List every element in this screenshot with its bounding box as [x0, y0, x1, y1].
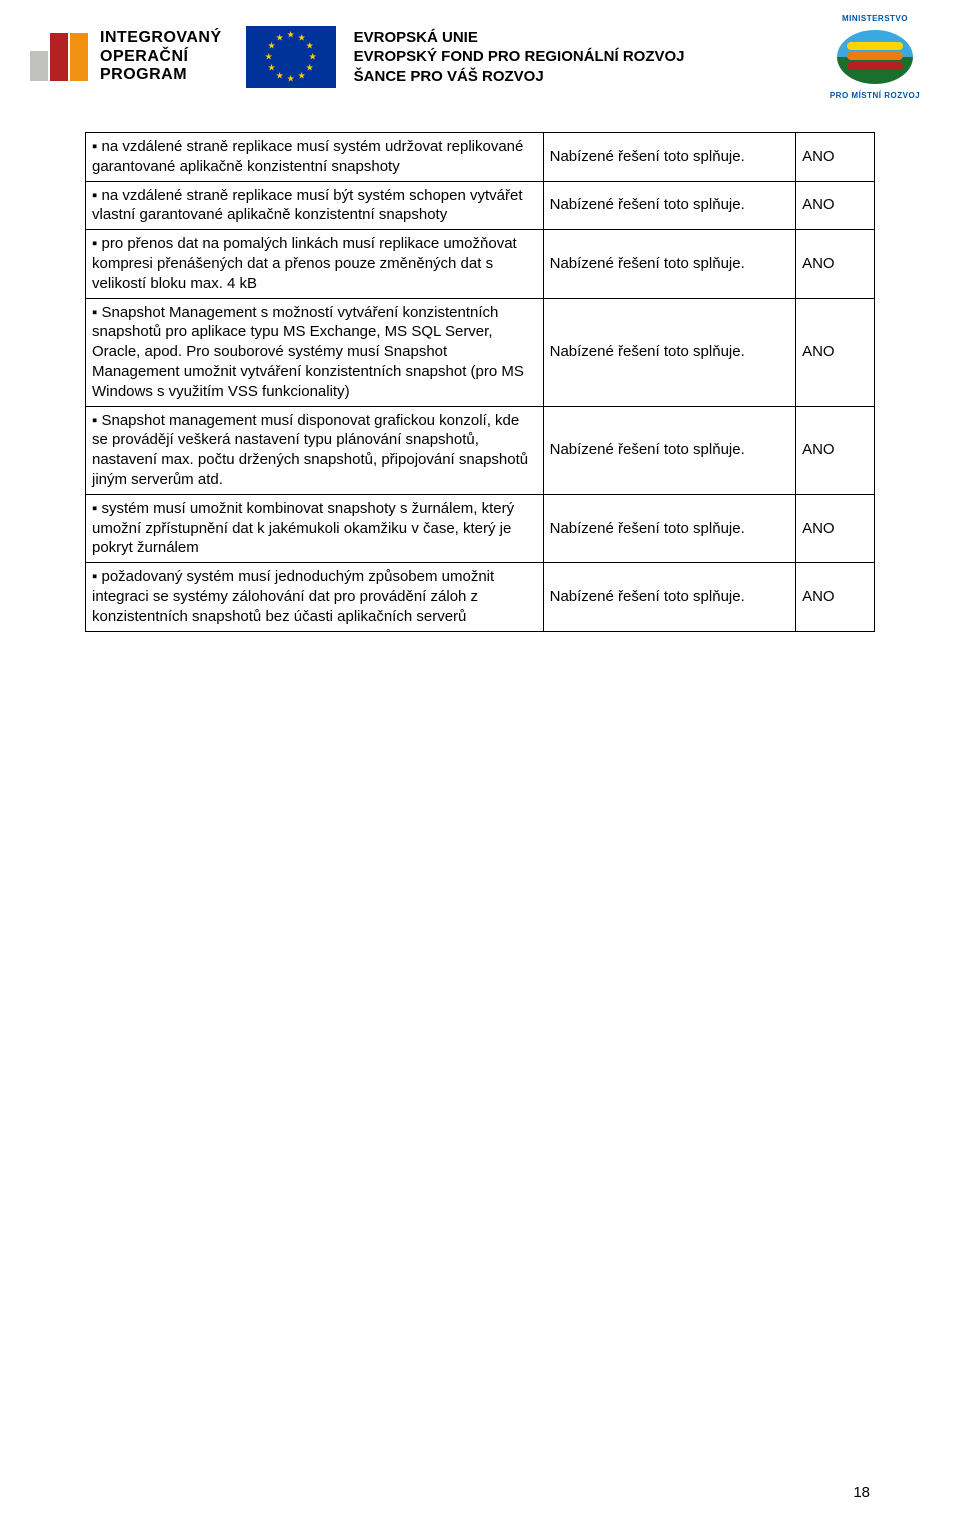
- eu-flag-icon: ★★★★★★★★★★★★: [246, 26, 336, 88]
- eu-line2: EVROPSKÝ FOND PRO REGIONÁLNÍ ROZVOJ: [354, 47, 685, 67]
- header-logos: INTEGROVANÝ OPERAČNÍ PROGRAM ★★★★★★★★★★★…: [0, 0, 960, 108]
- requirement-cell: ▪ Snapshot Management s možností vytváře…: [86, 298, 544, 406]
- mmr-stripe: [847, 52, 903, 60]
- mmr-stripe: [847, 42, 903, 50]
- requirement-cell: ▪ na vzdálené straně replikace musí být …: [86, 181, 544, 230]
- compliance-cell: ANO: [796, 298, 875, 406]
- status-cell: Nabízené řešení toto splňuje.: [543, 563, 795, 631]
- eu-line1: EVROPSKÁ UNIE: [354, 28, 685, 48]
- table-row: ▪ Snapshot management musí disponovat gr…: [86, 406, 875, 494]
- compliance-cell: ANO: [796, 181, 875, 230]
- table-row: ▪ požadovaný systém musí jednoduchým způ…: [86, 563, 875, 631]
- iop-line3: PROGRAM: [100, 66, 222, 84]
- iop-line1: INTEGROVANÝ: [100, 29, 222, 47]
- mmr-stripes: [837, 30, 913, 84]
- eu-star-icon: ★: [268, 63, 276, 74]
- compliance-cell: ANO: [796, 494, 875, 562]
- compliance-cell: ANO: [796, 406, 875, 494]
- iop-line2: OPERAČNÍ: [100, 48, 222, 66]
- iop-title: INTEGROVANÝ OPERAČNÍ PROGRAM: [100, 29, 222, 84]
- status-cell: Nabízené řešení toto splňuje.: [543, 298, 795, 406]
- eu-star-icon: ★: [287, 30, 295, 41]
- status-cell: Nabízené řešení toto splňuje.: [543, 133, 795, 182]
- content-area: ▪ na vzdálené straně replikace musí syst…: [0, 132, 960, 632]
- iop-bar-1: [30, 51, 48, 81]
- iop-logo-block: INTEGROVANÝ OPERAČNÍ PROGRAM: [30, 29, 222, 84]
- mmr-arc-bottom: PRO MÍSTNÍ ROZVOJ: [820, 91, 930, 100]
- requirements-table: ▪ na vzdálené straně replikace musí syst…: [85, 132, 875, 632]
- status-cell: Nabízené řešení toto splňuje.: [543, 494, 795, 562]
- iop-bar-2: [50, 33, 68, 81]
- compliance-cell: ANO: [796, 230, 875, 298]
- iop-bars-icon: [30, 33, 88, 81]
- table-row: ▪ na vzdálené straně replikace musí syst…: [86, 133, 875, 182]
- eu-star-icon: ★: [298, 71, 306, 82]
- requirement-cell: ▪ systém musí umožnit kombinovat snapsho…: [86, 494, 544, 562]
- status-cell: Nabízené řešení toto splňuje.: [543, 181, 795, 230]
- page-number: 18: [853, 1484, 870, 1501]
- eu-star-icon: ★: [309, 52, 317, 63]
- eu-star-icon: ★: [306, 41, 314, 52]
- requirement-cell: ▪ požadovaný systém musí jednoduchým způ…: [86, 563, 544, 631]
- compliance-cell: ANO: [796, 133, 875, 182]
- eu-star-icon: ★: [265, 52, 273, 63]
- table-row: ▪ na vzdálené straně replikace musí být …: [86, 181, 875, 230]
- mmr-logo-icon: MINISTERSTVO PRO MÍSTNÍ ROZVOJ: [820, 18, 930, 96]
- requirements-tbody: ▪ na vzdálené straně replikace musí syst…: [86, 133, 875, 632]
- eu-stars: ★★★★★★★★★★★★: [265, 31, 317, 83]
- eu-star-icon: ★: [287, 74, 295, 85]
- status-cell: Nabízené řešení toto splňuje.: [543, 406, 795, 494]
- eu-star-icon: ★: [268, 41, 276, 52]
- requirement-cell: ▪ Snapshot management musí disponovat gr…: [86, 406, 544, 494]
- eu-star-icon: ★: [298, 32, 306, 43]
- table-row: ▪ systém musí umožnit kombinovat snapsho…: [86, 494, 875, 562]
- iop-bar-3: [70, 33, 88, 81]
- requirement-cell: ▪ na vzdálené straně replikace musí syst…: [86, 133, 544, 182]
- status-cell: Nabízené řešení toto splňuje.: [543, 230, 795, 298]
- eu-title: EVROPSKÁ UNIE EVROPSKÝ FOND PRO REGIONÁL…: [354, 28, 685, 87]
- eu-line3: ŠANCE PRO VÁŠ ROZVOJ: [354, 67, 685, 87]
- table-row: ▪ Snapshot Management s možností vytváře…: [86, 298, 875, 406]
- eu-star-icon: ★: [276, 32, 284, 43]
- eu-star-icon: ★: [306, 63, 314, 74]
- eu-star-icon: ★: [276, 71, 284, 82]
- table-row: ▪ pro přenos dat na pomalých linkách mus…: [86, 230, 875, 298]
- mmr-inner: [837, 30, 913, 84]
- mmr-stripe: [847, 62, 903, 70]
- eu-logo-block: ★★★★★★★★★★★★ EVROPSKÁ UNIE EVROPSKÝ FOND…: [246, 26, 685, 88]
- compliance-cell: ANO: [796, 563, 875, 631]
- mmr-arc-top: MINISTERSTVO: [820, 14, 930, 23]
- requirement-cell: ▪ pro přenos dat na pomalých linkách mus…: [86, 230, 544, 298]
